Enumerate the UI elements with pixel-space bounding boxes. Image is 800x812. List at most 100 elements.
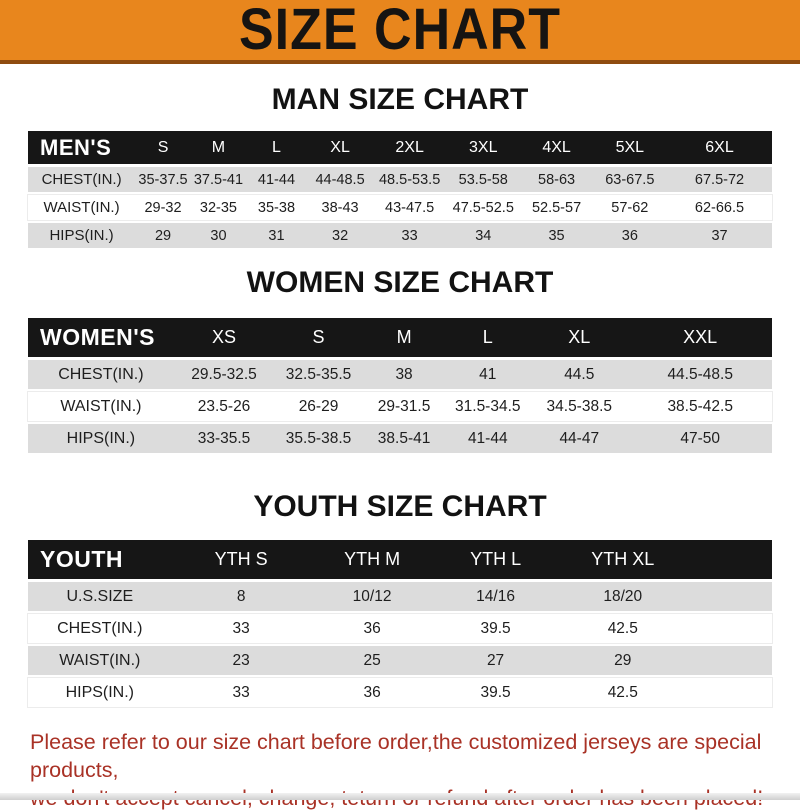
cell-value: 26-29 <box>274 392 363 421</box>
column-header: YTH L <box>433 540 558 579</box>
cell-value: 34.5-38.5 <box>530 392 629 421</box>
cell-value: 47.5-52.5 <box>446 195 521 220</box>
table-header-label: MEN'S <box>28 131 136 164</box>
cell-value: 38-43 <box>306 195 374 220</box>
cell-value: 35.5-38.5 <box>274 424 363 453</box>
cell-value: 57-62 <box>592 195 668 220</box>
cell-value: 32.5-35.5 <box>274 360 363 389</box>
cell-value: 29-32 <box>135 195 191 220</box>
banner-title: SIZE CHART <box>239 0 561 63</box>
youth-size-table: YOUTH YTH S YTH M YTH L YTH XL U.S.SIZE 8 10/1… <box>27 537 773 710</box>
cell-value: 29 <box>135 223 191 248</box>
women-size-table: WOMEN'S XS S M L XL XXL CHEST(IN.) 29.5-32.5 32.… <box>27 315 773 456</box>
cell-value: 37 <box>667 223 772 248</box>
row-label: WAIST(IN.) <box>28 646 172 675</box>
column-header: L <box>445 318 531 357</box>
column-header: YTH M <box>310 540 434 579</box>
youth-section-title: YOUTH SIZE CHART <box>253 490 547 523</box>
cell-value: 35 <box>520 223 593 248</box>
row-label: CHEST(IN.) <box>28 614 172 643</box>
cell-value: 33-35.5 <box>173 424 275 453</box>
column-header: XL <box>530 318 629 357</box>
cell-value: 35-37.5 <box>135 167 191 192</box>
cell-value: 52.5-57 <box>520 195 593 220</box>
table-row: WAIST(IN.) 29-32 32-35 35-38 38-43 43-47.5 47.… <box>27 194 773 221</box>
cell-value: 44.5-48.5 <box>628 360 772 389</box>
column-header: 5XL <box>592 131 668 164</box>
cell-value: 29-31.5 <box>362 392 446 421</box>
table-row: HIPS(IN.) 29 30 31 32 33 34 35 36 37 <box>28 223 772 248</box>
table-row: U.S.SIZE 8 10/12 14/16 18/20 <box>28 582 772 611</box>
column-header: YTH XL <box>557 540 688 579</box>
man-section-title: MAN SIZE CHART <box>271 83 529 116</box>
cell-value: 37.5-41 <box>190 167 246 192</box>
cell-value: 42.5 <box>557 678 688 707</box>
row-label: CHEST(IN.) <box>28 167 136 192</box>
cell-value: 33 <box>373 223 447 248</box>
cell-value: 29.5-32.5 <box>173 360 275 389</box>
cell-value: 35-38 <box>245 195 307 220</box>
cell-value: 31.5-34.5 <box>445 392 531 421</box>
row-label: WAIST(IN.) <box>28 392 174 421</box>
women-header-row: WOMEN'S XS S M L XL XXL <box>28 318 772 357</box>
cell-value: 41 <box>445 360 531 389</box>
size-chart-banner: SIZE CHART <box>0 0 800 64</box>
cell-value: 23.5-26 <box>173 392 275 421</box>
cell-filler <box>687 582 772 611</box>
table-row: CHEST(IN.) 29.5-32.5 32.5-35.5 38 41 44.5 44.5… <box>28 360 772 389</box>
column-header: XS <box>173 318 275 357</box>
cell-value: 39.5 <box>433 678 558 707</box>
cell-value: 36 <box>310 678 434 707</box>
cell-value: 32 <box>306 223 374 248</box>
row-label: HIPS(IN.) <box>28 678 172 707</box>
cell-value: 44-48.5 <box>306 167 374 192</box>
table-row: HIPS(IN.) 33 36 39.5 42.5 <box>27 677 773 708</box>
cell-filler <box>687 646 772 675</box>
table-header-label: YOUTH <box>28 540 172 579</box>
cell-value: 18/20 <box>557 582 688 611</box>
men-header-row: MEN'S S M L XL 2XL 3XL 4XL 5XL 6XL <box>28 131 772 164</box>
cell-value: 67.5-72 <box>667 167 772 192</box>
cell-value: 43-47.5 <box>373 195 447 220</box>
cell-value: 47-50 <box>628 424 772 453</box>
column-header: L <box>245 131 307 164</box>
cell-value: 53.5-58 <box>446 167 521 192</box>
row-label: CHEST(IN.) <box>28 360 174 389</box>
column-header: 3XL <box>446 131 521 164</box>
cell-value: 62-66.5 <box>667 195 772 220</box>
cell-value: 27 <box>433 646 558 675</box>
column-header: 2XL <box>373 131 447 164</box>
cell-value: 39.5 <box>433 614 558 643</box>
cell-value: 36 <box>592 223 668 248</box>
cell-value: 29 <box>557 646 688 675</box>
cell-filler <box>687 614 772 643</box>
row-label: WAIST(IN.) <box>28 195 136 220</box>
cell-value: 48.5-53.5 <box>373 167 447 192</box>
table-row: CHEST(IN.) 35-37.5 37.5-41 41-44 44-48.5 48.5… <box>28 167 772 192</box>
cell-value: 31 <box>245 223 307 248</box>
column-header: XL <box>306 131 374 164</box>
cell-value: 34 <box>446 223 521 248</box>
cell-value: 38.5-42.5 <box>628 392 772 421</box>
cell-value: 58-63 <box>520 167 593 192</box>
column-header: M <box>190 131 246 164</box>
men-size-table: MEN'S S M L XL 2XL 3XL 4XL 5XL 6XL CHEST(IN.) 35-3… <box>27 128 773 251</box>
cell-value: 30 <box>190 223 246 248</box>
column-header: S <box>135 131 191 164</box>
disclaimer-line-1: Please refer to our size chart before or… <box>30 730 762 782</box>
cell-value: 32-35 <box>190 195 246 220</box>
cell-value: 38.5-41 <box>362 424 446 453</box>
bottom-edge-strip <box>0 793 800 800</box>
table-row: HIPS(IN.) 33-35.5 35.5-38.5 38.5-41 41-44 44-… <box>28 424 772 453</box>
cell-value: 41-44 <box>245 167 307 192</box>
cell-value: 23 <box>171 646 311 675</box>
table-header-label: WOMEN'S <box>28 318 174 357</box>
cell-filler <box>687 678 772 707</box>
column-header: S <box>274 318 363 357</box>
cell-value: 44.5 <box>530 360 629 389</box>
table-row: CHEST(IN.) 33 36 39.5 42.5 <box>27 613 773 644</box>
cell-value: 44-47 <box>530 424 629 453</box>
row-label: HIPS(IN.) <box>28 223 136 248</box>
cell-value: 33 <box>171 678 311 707</box>
column-header: 6XL <box>667 131 772 164</box>
